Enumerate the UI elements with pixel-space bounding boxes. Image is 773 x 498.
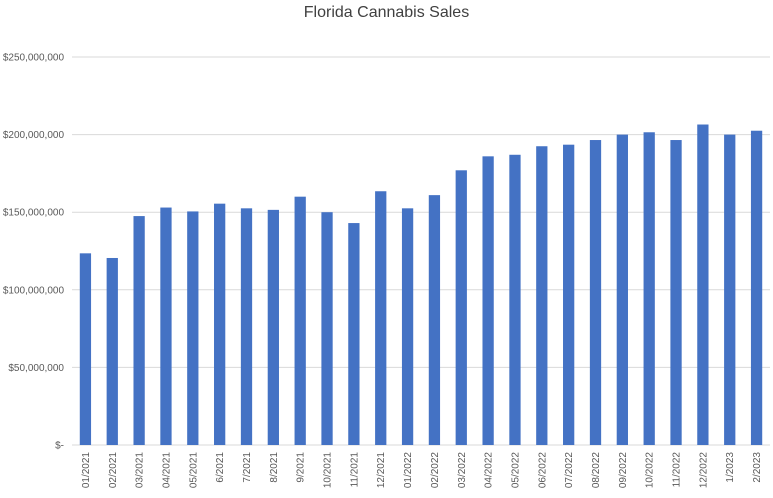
bar-9-2021	[294, 196, 306, 445]
bar-02-2021	[106, 257, 118, 445]
bar-02-2022	[428, 195, 441, 445]
y-tick-label: $250,000,000	[3, 53, 65, 64]
y-axis-ticks: $- $50,000,000 $100,000,000 $150,000,000 $20…	[3, 53, 65, 452]
bars	[79, 124, 763, 446]
x-tick-label: 01/2021	[81, 452, 92, 489]
x-tick-label: 02/2021	[108, 452, 119, 489]
x-tick-label: 11/2021	[349, 452, 360, 488]
x-tick-label: 07/2022	[564, 452, 575, 489]
x-tick-label: 03/2022	[457, 452, 468, 489]
bar-7-2021	[240, 208, 253, 445]
y-tick-label: $100,000,000	[3, 285, 65, 296]
x-tick-label: 04/2022	[484, 452, 495, 489]
x-tick-label: 12/2022	[698, 452, 709, 489]
x-tick-label: 7/2021	[242, 452, 253, 483]
x-tick-label: 01/2022	[403, 452, 414, 489]
bar-08-2022	[589, 140, 602, 446]
x-tick-label: 08/2022	[591, 452, 602, 489]
bar-04-2022	[482, 156, 494, 445]
x-tick-label: 11/2022	[672, 452, 683, 488]
x-tick-label: 05/2021	[188, 452, 199, 489]
bar-2-2023	[750, 130, 763, 445]
x-tick-label: 10/2022	[645, 452, 656, 489]
x-tick-label: 10/2021	[323, 452, 334, 489]
bar-03-2021	[133, 216, 145, 445]
y-tick-label: $50,000,000	[8, 363, 64, 374]
x-tick-label: 06/2022	[537, 452, 548, 489]
x-tick-label: 02/2022	[430, 452, 441, 489]
x-tick-label: 1/2023	[725, 452, 736, 483]
bar-04-2021	[160, 207, 172, 445]
chart-title: Florida Cannabis Sales	[303, 4, 470, 21]
bar-05-2022	[509, 154, 521, 445]
bar-05-2021	[187, 211, 199, 445]
bar-01-2021	[79, 253, 92, 445]
x-tick-label: 6/2021	[215, 452, 226, 483]
bar-12-2022	[697, 124, 709, 446]
bar-10-2021	[321, 212, 333, 445]
y-tick-label: $150,000,000	[3, 208, 65, 219]
bar-8-2021	[267, 209, 279, 445]
x-tick-label: 2/2023	[752, 452, 763, 483]
y-tick-label: $200,000,000	[3, 130, 65, 141]
bar-09-2022	[616, 134, 628, 445]
x-tick-label: 8/2021	[269, 452, 280, 483]
bar-11-2022	[670, 140, 682, 446]
x-tick-label: 09/2022	[618, 452, 629, 489]
bar-06-2022	[536, 146, 548, 446]
bar-01-2022	[401, 208, 414, 445]
x-axis-ticks: 01/2021 02/2021 03/2021 04/2021 05/2021 6/202…	[81, 452, 763, 489]
bar-11-2021	[348, 223, 360, 445]
x-tick-label: 03/2021	[135, 452, 146, 489]
bar-6-2021	[214, 203, 226, 445]
bar-03-2022	[455, 170, 467, 445]
x-tick-label: 04/2021	[161, 452, 172, 489]
gridlines	[72, 56, 770, 446]
y-tick-label: $-	[55, 441, 64, 452]
bar-12-2021	[375, 191, 387, 445]
x-tick-label: 9/2021	[296, 452, 307, 483]
bar-1-2023	[724, 134, 736, 445]
x-tick-label: 05/2022	[510, 452, 521, 489]
bar-07-2022	[563, 144, 575, 446]
bar-10-2022	[643, 132, 655, 445]
x-tick-label: 12/2021	[376, 452, 387, 489]
